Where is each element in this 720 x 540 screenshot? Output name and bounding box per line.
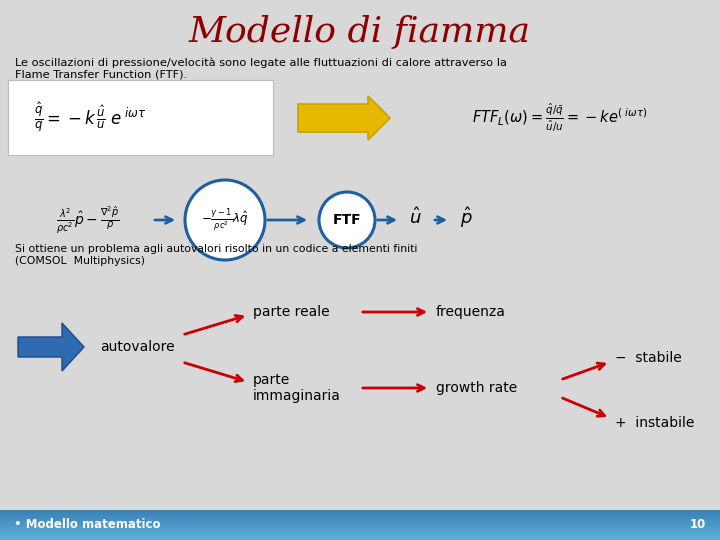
Bar <box>0 521 720 522</box>
Bar <box>0 523 720 524</box>
Text: −  stabile: − stabile <box>615 351 682 365</box>
Bar <box>0 520 720 521</box>
Bar <box>0 537 720 538</box>
Bar <box>0 517 720 518</box>
Text: autovalore: autovalore <box>100 340 175 354</box>
Bar <box>0 528 720 529</box>
Bar <box>0 530 720 531</box>
Polygon shape <box>298 96 390 140</box>
Text: $\hat{p}$: $\hat{p}$ <box>459 206 472 231</box>
Text: $FTF_L(\omega) = \frac{\hat{q}/\bar{q}}{\hat{u}/u} = -ke^{(\;i\omega\tau)}$: $FTF_L(\omega) = \frac{\hat{q}/\bar{q}}{… <box>472 102 648 134</box>
Bar <box>0 534 720 535</box>
Bar <box>0 513 720 514</box>
Bar <box>0 516 720 517</box>
Bar <box>0 512 720 513</box>
Bar <box>0 531 720 532</box>
Text: Si ottiene un problema agli autovalori risolto in un codice a elementi finiti
(C: Si ottiene un problema agli autovalori r… <box>15 244 418 266</box>
Text: $-\frac{\gamma-1}{\rho c^2}\lambda\hat{q}$: $-\frac{\gamma-1}{\rho c^2}\lambda\hat{q… <box>202 206 248 234</box>
Circle shape <box>185 180 265 260</box>
Bar <box>0 515 720 516</box>
Bar <box>0 539 720 540</box>
Bar <box>0 538 720 539</box>
Text: FTF: FTF <box>333 213 361 227</box>
Bar <box>0 525 720 526</box>
FancyBboxPatch shape <box>8 80 273 155</box>
Bar <box>0 524 720 525</box>
Circle shape <box>319 192 375 248</box>
Bar <box>0 527 720 528</box>
Bar <box>0 526 720 527</box>
Text: frequenza: frequenza <box>436 305 506 319</box>
Bar <box>0 533 720 534</box>
Text: 10: 10 <box>690 518 706 531</box>
Text: +  instabile: + instabile <box>615 416 694 430</box>
Bar <box>0 519 720 520</box>
Text: $\hat{u}$: $\hat{u}$ <box>409 207 421 228</box>
Bar <box>0 532 720 533</box>
Text: • Modello matematico: • Modello matematico <box>14 518 161 531</box>
Polygon shape <box>18 323 84 371</box>
Bar <box>0 529 720 530</box>
Bar <box>0 522 720 523</box>
Bar <box>0 535 720 536</box>
Text: Le oscillazioni di pressione/velocità sono legate alle fluttuazioni di calore at: Le oscillazioni di pressione/velocità so… <box>15 57 507 79</box>
Text: parte reale: parte reale <box>253 305 330 319</box>
Bar <box>0 510 720 511</box>
Text: $\frac{\hat{q}}{q} = -k\,\frac{\hat{u}}{u}\; e^{\;i\omega\tau}$: $\frac{\hat{q}}{q} = -k\,\frac{\hat{u}}{… <box>34 101 146 135</box>
Text: $\frac{\lambda^2}{\rho c^2}\hat{p} - \frac{\nabla^2\hat{p}}{\rho}$: $\frac{\lambda^2}{\rho c^2}\hat{p} - \fr… <box>56 204 120 236</box>
Bar <box>0 518 720 519</box>
Text: parte
immaginaria: parte immaginaria <box>253 373 341 403</box>
Text: Modello di fiamma: Modello di fiamma <box>189 15 531 49</box>
Text: growth rate: growth rate <box>436 381 517 395</box>
Bar <box>0 514 720 515</box>
Bar <box>0 536 720 537</box>
Bar <box>0 511 720 512</box>
